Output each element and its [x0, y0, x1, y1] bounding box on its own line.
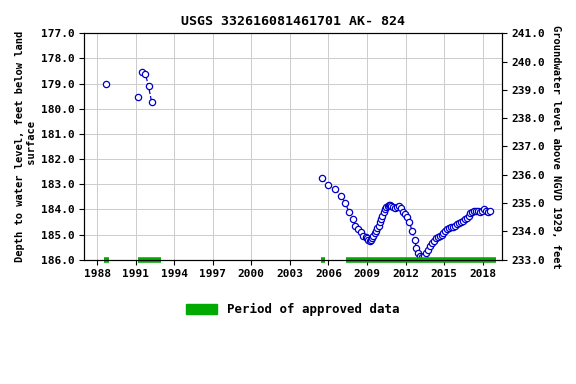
Legend: Period of approved data: Period of approved data — [181, 298, 405, 321]
Title: USGS 332616081461701 AK- 824: USGS 332616081461701 AK- 824 — [181, 15, 405, 28]
Y-axis label: Depth to water level, feet below land
 surface: Depth to water level, feet below land su… — [15, 31, 37, 262]
Y-axis label: Groundwater level above NGVD 1929, feet: Groundwater level above NGVD 1929, feet — [551, 25, 561, 268]
